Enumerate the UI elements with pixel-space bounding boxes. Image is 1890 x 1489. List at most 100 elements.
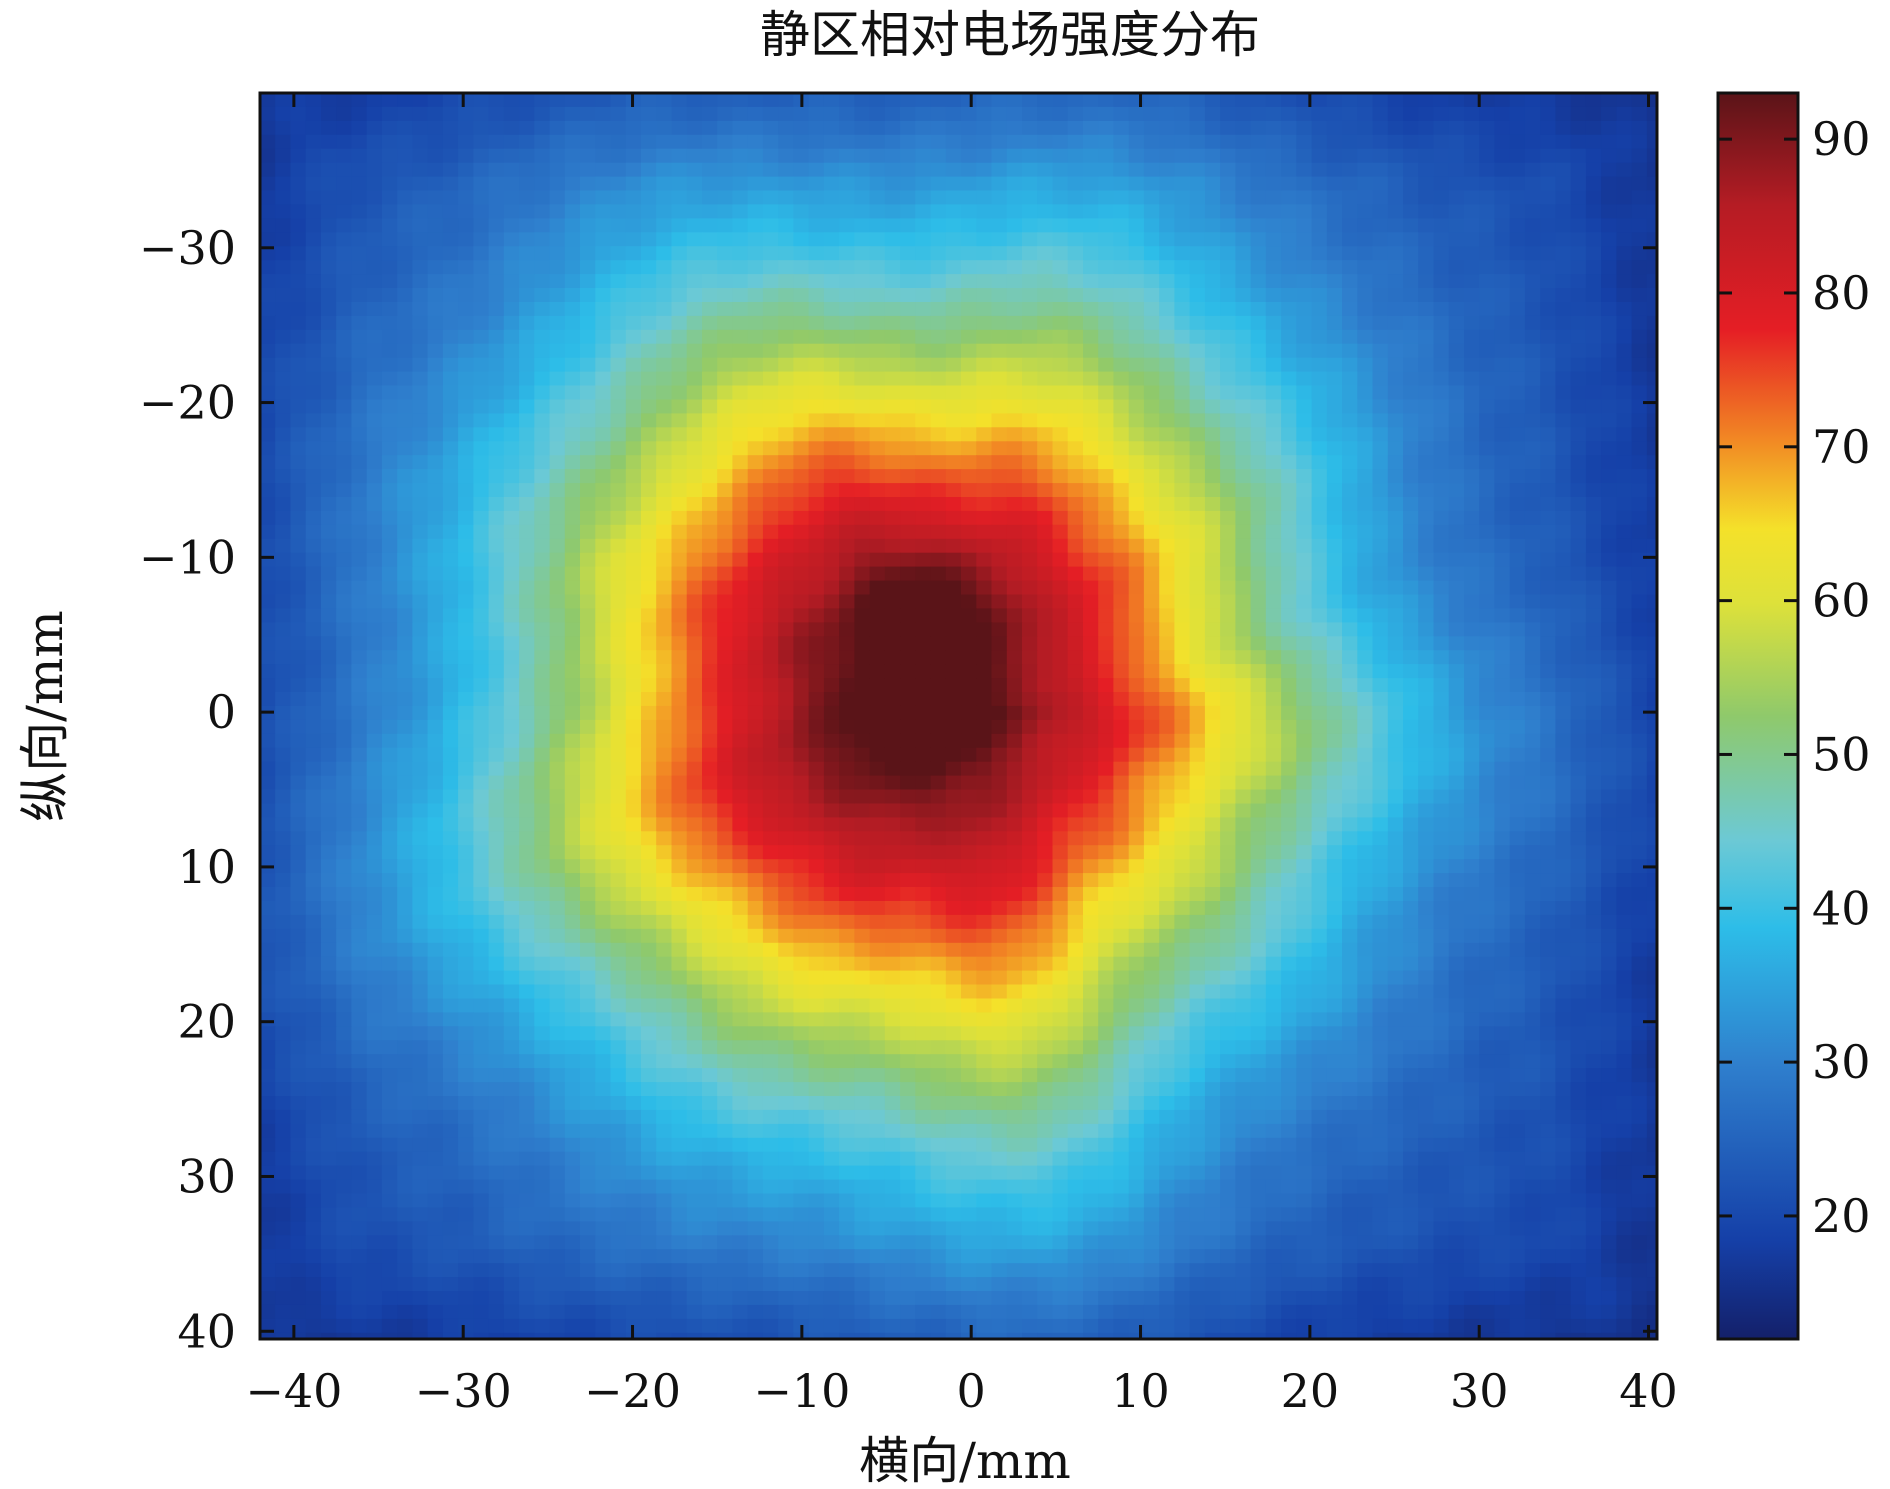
- heatmap-cell: [884, 524, 901, 540]
- heatmap-cell: [625, 260, 642, 275]
- heatmap-cell: [625, 580, 642, 596]
- heatmap-cell: [580, 733, 596, 749]
- heatmap-cell: [397, 608, 413, 623]
- heatmap-cell: [854, 497, 871, 512]
- heatmap-cell: [1052, 733, 1069, 749]
- heatmap-cell: [1601, 622, 1617, 637]
- heatmap-cell: [1098, 232, 1114, 247]
- heatmap-cell: [1540, 93, 1556, 108]
- heatmap-cell: [366, 636, 383, 651]
- heatmap-cell: [1067, 218, 1084, 233]
- heatmap-cell: [1631, 357, 1648, 373]
- heatmap-cell: [503, 176, 520, 192]
- heatmap-cell: [732, 413, 749, 428]
- heatmap-cell: [1265, 413, 1282, 428]
- heatmap-cell: [1067, 719, 1084, 735]
- heatmap-cell: [564, 190, 581, 205]
- heatmap-cell: [869, 664, 886, 679]
- heatmap-cell: [1189, 232, 1206, 247]
- heatmap-cell: [1479, 580, 1495, 596]
- heatmap-cell: [336, 315, 352, 331]
- heatmap-cell: [366, 483, 383, 498]
- heatmap-cell: [1006, 385, 1023, 400]
- heatmap-cell: [1174, 510, 1191, 526]
- heatmap-cell: [503, 552, 520, 568]
- heatmap-cell: [321, 246, 337, 261]
- heatmap-cell: [610, 371, 627, 387]
- heatmap-cell: [945, 455, 962, 470]
- heatmap-cell: [1311, 831, 1328, 846]
- heatmap-cell: [732, 190, 749, 205]
- heatmap-cell: [564, 719, 581, 735]
- heatmap-cell: [671, 343, 688, 359]
- heatmap-cell: [1524, 692, 1541, 707]
- heatmap-cell: [884, 190, 901, 205]
- heatmap-cell: [1296, 803, 1313, 818]
- heatmap-cell: [381, 775, 398, 791]
- heatmap-cell: [1083, 692, 1099, 707]
- heatmap-cell: [1326, 705, 1343, 721]
- heatmap-cell: [1570, 789, 1587, 804]
- heatmap-cell: [656, 594, 672, 609]
- heatmap-cell: [1159, 162, 1175, 178]
- heatmap-cell: [580, 831, 596, 846]
- heatmap-cell: [1189, 636, 1206, 651]
- heatmap-cell: [1342, 566, 1358, 582]
- heatmap-cell: [1585, 302, 1602, 317]
- heatmap-cell: [762, 176, 779, 192]
- heatmap-cell: [1357, 469, 1374, 484]
- heatmap-cell: [641, 845, 657, 860]
- heatmap-cell: [625, 538, 642, 554]
- heatmap-cell: [1448, 399, 1465, 414]
- heatmap-cell: [1631, 274, 1648, 289]
- heatmap-cell: [1326, 747, 1343, 763]
- heatmap-cell: [1464, 566, 1480, 582]
- heatmap-cell: [793, 343, 810, 359]
- heatmap-cell: [1189, 427, 1206, 442]
- heatmap-cell: [1433, 120, 1450, 136]
- heatmap-cell: [1509, 413, 1526, 428]
- heatmap-cell: [1357, 775, 1374, 791]
- heatmap-cell: [534, 148, 551, 164]
- heatmap-cell: [884, 148, 901, 164]
- heatmap-cell: [321, 120, 337, 136]
- heatmap-cell: [900, 427, 916, 442]
- heatmap-cell: [808, 218, 825, 233]
- heatmap-cell: [595, 204, 612, 219]
- heatmap-cell: [930, 817, 947, 832]
- heatmap-cell: [519, 371, 535, 387]
- heatmap-cell: [1372, 232, 1389, 247]
- heatmap-cell: [442, 692, 459, 707]
- heatmap-cell: [1448, 357, 1465, 373]
- heatmap-cell: [427, 705, 444, 721]
- heatmap-cell: [397, 120, 413, 136]
- heatmap-cell: [1006, 803, 1023, 818]
- heatmap-cell: [442, 733, 459, 749]
- heatmap-cell: [1357, 93, 1374, 108]
- heatmap-cell: [260, 622, 276, 637]
- heatmap-cell: [900, 260, 916, 275]
- heatmap-cell: [1540, 190, 1556, 205]
- heatmap-cell: [564, 106, 581, 122]
- heatmap-cell: [762, 106, 779, 122]
- heatmap-cell: [366, 93, 383, 108]
- heatmap-cell: [1083, 719, 1099, 735]
- heatmap-cell: [732, 636, 749, 651]
- heatmap-cell: [564, 120, 581, 136]
- heatmap-cell: [366, 650, 383, 665]
- heatmap-cell: [1052, 329, 1069, 345]
- heatmap-cell: [1083, 524, 1099, 540]
- heatmap-cell: [564, 664, 581, 679]
- heatmap-cell: [717, 497, 733, 512]
- heatmap-cell: [839, 538, 855, 554]
- heatmap-cell: [1006, 176, 1023, 192]
- heatmap-cell: [732, 678, 749, 693]
- heatmap-cell: [762, 246, 779, 261]
- heatmap-cell: [1555, 413, 1572, 428]
- heatmap-cell: [351, 733, 368, 749]
- heatmap-cell: [1524, 329, 1541, 345]
- heatmap-cell: [321, 218, 337, 233]
- heatmap-cell: [564, 385, 581, 400]
- heatmap-cell: [1524, 413, 1541, 428]
- heatmap-cell: [427, 552, 444, 568]
